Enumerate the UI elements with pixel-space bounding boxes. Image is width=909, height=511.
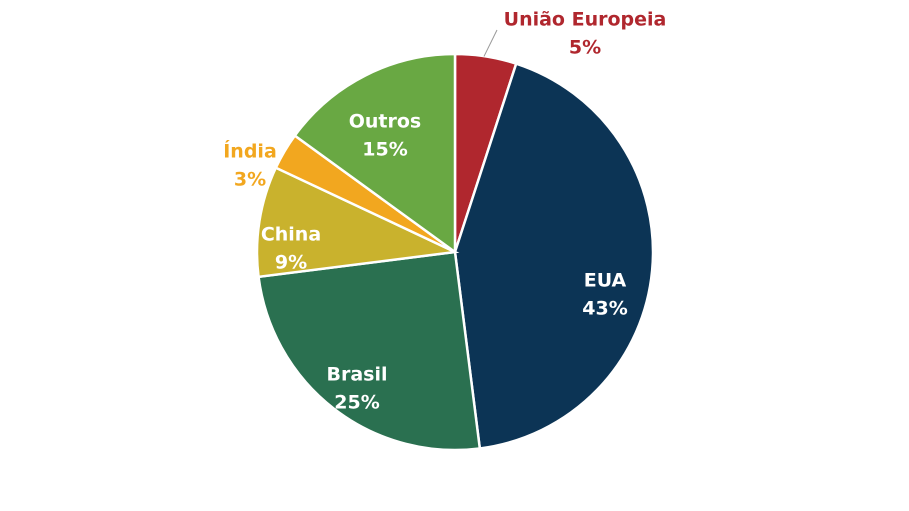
pie-slice — [293, 52, 457, 255]
slice-label: Brasil — [326, 364, 387, 386]
slice-value: 3% — [234, 169, 266, 191]
slice-label: EUA — [584, 270, 627, 292]
slice-label: União Europeia — [504, 9, 667, 31]
slice-label: Outros — [349, 111, 422, 133]
pie-slice — [257, 250, 482, 452]
slice-value: 5% — [569, 37, 601, 59]
leader-line — [483, 29, 498, 57]
pie-slice — [453, 62, 655, 450]
slice-value: 9% — [275, 252, 307, 274]
slice-label: China — [261, 224, 321, 246]
pie-slice — [255, 166, 460, 279]
slice-value: 43% — [582, 298, 627, 320]
slice-label: Índia — [223, 140, 277, 163]
slice-value: 25% — [334, 392, 379, 414]
slice-value: 15% — [362, 139, 407, 161]
